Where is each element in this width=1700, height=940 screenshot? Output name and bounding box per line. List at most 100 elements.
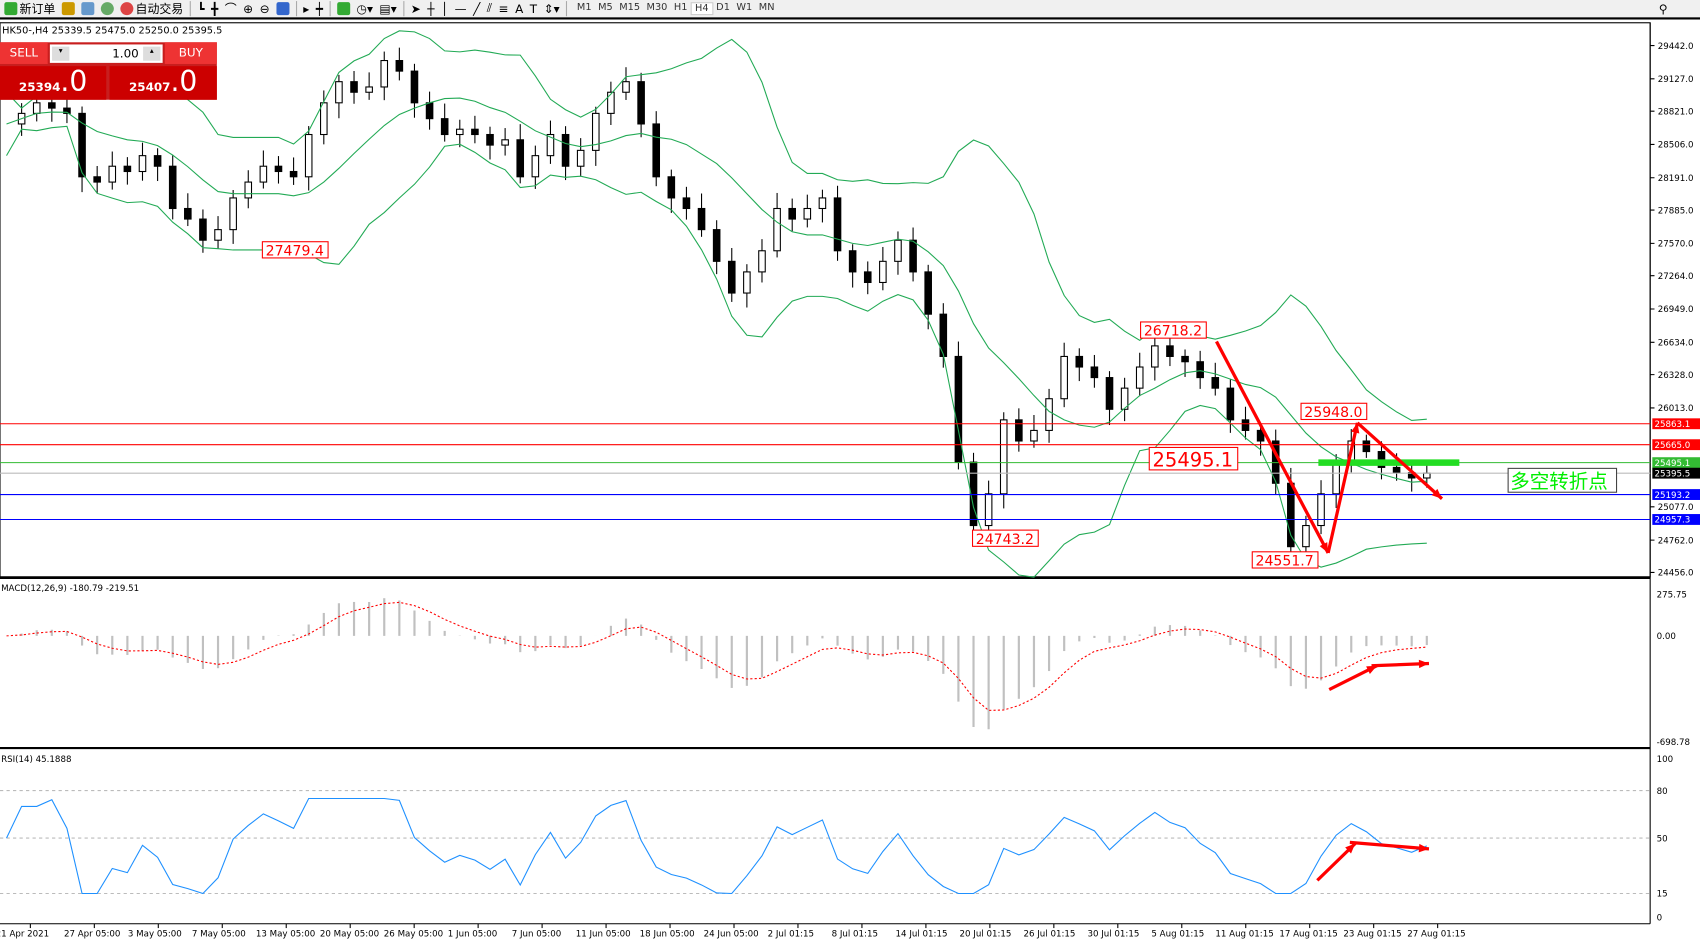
timeframe-mn[interactable]: MN xyxy=(758,2,775,14)
timeframe-m5[interactable]: M5 xyxy=(598,2,613,14)
price-tick-label: 28506.0 xyxy=(1658,141,1694,151)
zoom-out-icon[interactable]: ⊖ xyxy=(259,1,270,16)
auto-trade-button[interactable]: 自动交易 xyxy=(120,0,183,17)
time-label: 11 Aug 01:15 xyxy=(1215,930,1273,940)
candle-body xyxy=(607,91,615,114)
price-tick-label: 27570.0 xyxy=(1658,240,1694,250)
arrows-icon[interactable]: ⇕▾ xyxy=(543,1,560,16)
candle-body xyxy=(743,271,751,294)
line-chart-icon[interactable]: ⌒ xyxy=(224,2,237,17)
divider xyxy=(403,1,405,17)
candle-body xyxy=(380,60,389,88)
timeframe-h4[interactable]: H4 xyxy=(690,2,713,16)
candle-body xyxy=(1090,366,1099,379)
candle-body xyxy=(833,197,842,252)
buy-button[interactable]: BUY xyxy=(164,42,217,64)
price-level-label: 24957.3 xyxy=(1654,516,1690,526)
candle-body xyxy=(788,207,796,220)
timeframe-w1[interactable]: W1 xyxy=(736,2,753,14)
candle-body xyxy=(259,165,268,183)
price-label-bg xyxy=(1652,467,1700,479)
price-level-label: 25863.1 xyxy=(1654,420,1690,430)
search-icon[interactable]: ⚲ xyxy=(1658,1,1668,16)
chart-shift-icon[interactable]: ┿ xyxy=(315,1,323,16)
candle-chart-icon[interactable]: ╋ xyxy=(211,1,219,16)
candle-body xyxy=(1075,355,1084,368)
trendline-icon[interactable]: ╱ xyxy=(473,1,481,16)
candle-body xyxy=(1226,387,1235,421)
price-tick-label: 24762.0 xyxy=(1658,536,1694,546)
chart-title: HK50-,H4 25339.5 25475.0 25250.0 25395.5 xyxy=(2,26,223,37)
channel-icon[interactable]: ⫽ xyxy=(486,1,493,16)
price-annotation: 25948.0 xyxy=(1304,405,1362,421)
candle-body xyxy=(546,133,555,157)
timeframe-h1[interactable]: H1 xyxy=(673,2,688,14)
crosshair-icon[interactable]: ┼ xyxy=(427,1,435,16)
zoom-in-icon[interactable]: ⊕ xyxy=(243,1,254,16)
price-tick-label: 28191.0 xyxy=(1658,174,1694,184)
terminal-icon[interactable] xyxy=(81,2,95,16)
candle-body xyxy=(682,197,691,210)
main-pane-frame xyxy=(0,22,1651,578)
candle-body xyxy=(440,118,449,136)
time-label: 27 Aug 01:15 xyxy=(1407,930,1465,940)
vertical-line-icon[interactable]: │ xyxy=(440,1,449,16)
bar-chart-icon[interactable]: ┗ xyxy=(197,1,205,16)
autoscroll-icon[interactable]: ▸ xyxy=(303,1,310,16)
candle-body xyxy=(1030,429,1038,442)
candle-body xyxy=(1317,493,1325,527)
tile-windows-icon[interactable] xyxy=(276,2,290,16)
candle-body xyxy=(879,260,887,284)
new-order-label: 新订单 xyxy=(19,2,56,17)
rsi-line xyxy=(6,797,1428,895)
candle-body xyxy=(652,123,661,178)
increase-lot-icon[interactable]: ▴ xyxy=(143,46,161,61)
sell-button[interactable]: SELL xyxy=(0,42,48,64)
candle-body xyxy=(697,207,706,231)
timeframe-d1[interactable]: D1 xyxy=(716,2,730,14)
candle-body xyxy=(576,149,585,167)
candle-body xyxy=(773,207,781,252)
fibonacci-icon[interactable]: ≡ xyxy=(498,1,509,16)
auto-trade-icon xyxy=(120,2,134,16)
time-label: 23 Aug 01:15 xyxy=(1343,930,1401,940)
timeframe-m1[interactable]: M1 xyxy=(576,2,592,14)
cursor-icon[interactable]: ➤ xyxy=(410,1,421,16)
indicators-icon[interactable] xyxy=(337,2,351,16)
time-label: 13 May 05:00 xyxy=(256,930,315,940)
candle-body xyxy=(274,165,283,173)
lot-value[interactable]: 1.00 xyxy=(112,46,139,61)
lot-stepper[interactable]: ▾ 1.00 ▴ xyxy=(49,44,163,63)
price-annotation: 26718.2 xyxy=(1144,324,1202,340)
templates-icon[interactable]: ▤▾ xyxy=(379,1,397,16)
text-icon[interactable]: A xyxy=(515,1,524,16)
timeframe-m15[interactable]: M15 xyxy=(619,2,641,14)
signal-icon[interactable] xyxy=(100,2,114,16)
candle-body xyxy=(1060,355,1068,400)
timeframe-m30[interactable]: M30 xyxy=(646,2,668,14)
new-order-button[interactable]: 新订单 xyxy=(4,0,55,17)
time-label: 5 Aug 01:15 xyxy=(1151,930,1204,940)
candle-body xyxy=(1332,461,1340,495)
candle-body xyxy=(108,165,117,183)
candle-body xyxy=(289,170,298,178)
divider xyxy=(566,1,568,17)
sell-price-button[interactable]: 25394.0 xyxy=(0,66,107,100)
bollinger-middle xyxy=(6,97,1427,483)
sell-price-fraction: .0 xyxy=(60,66,88,99)
buy-price-fraction: .0 xyxy=(170,66,198,99)
history-icon[interactable] xyxy=(61,2,75,16)
candle-body xyxy=(229,197,237,231)
candle-body xyxy=(184,207,192,220)
label-icon[interactable]: T xyxy=(529,1,538,16)
horizontal-line-icon[interactable]: — xyxy=(454,1,467,16)
decrease-lot-icon[interactable]: ▾ xyxy=(52,46,70,61)
price-annotation: 27479.4 xyxy=(266,243,324,259)
buy-price-button[interactable]: 25407.0 xyxy=(109,66,217,100)
candle-body xyxy=(410,70,419,104)
candle-body xyxy=(350,81,358,93)
candle-body xyxy=(999,419,1008,495)
periods-icon[interactable]: ◷▾ xyxy=(356,1,373,16)
trend-arrow xyxy=(1215,340,1330,554)
